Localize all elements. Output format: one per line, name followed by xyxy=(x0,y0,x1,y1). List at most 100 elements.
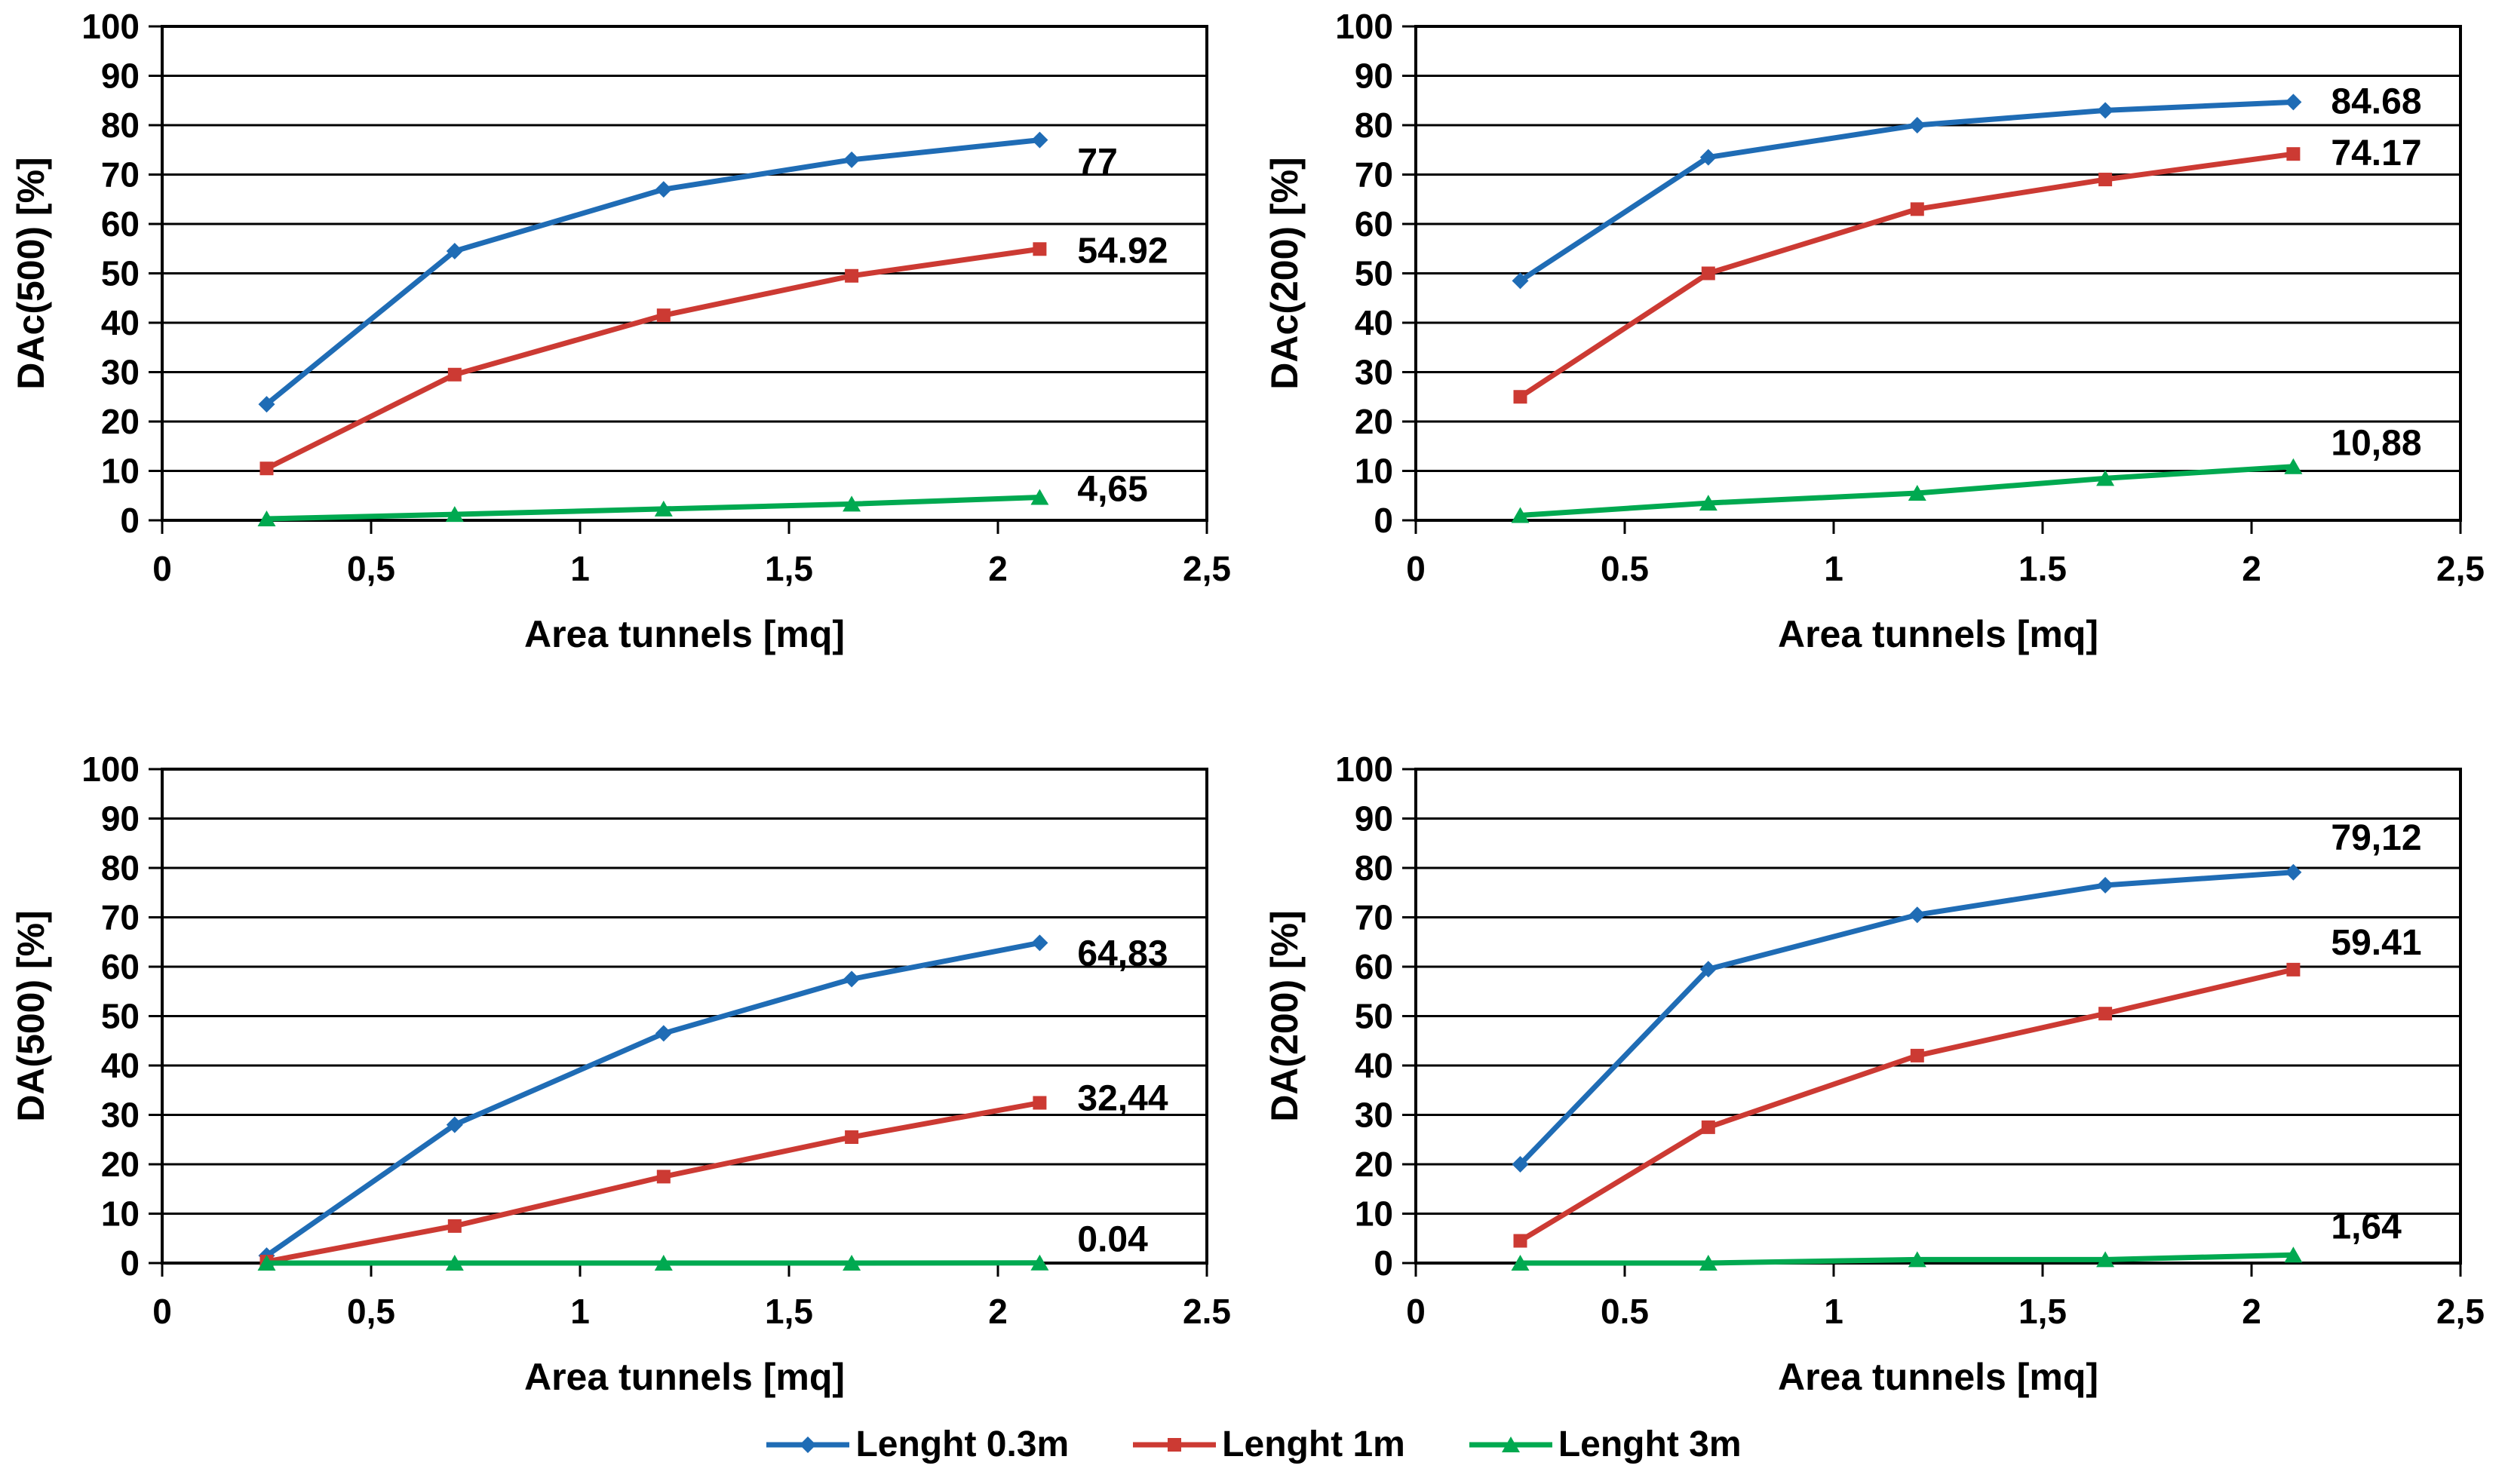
y-axis: 0 10 20 30 40 50 60 70 80 90 100 xyxy=(81,750,162,1283)
marker-diamond xyxy=(800,1436,817,1453)
data-label: 10,88 xyxy=(2331,424,2421,464)
x-tick-label: 2 xyxy=(988,549,1008,588)
marker-triangle xyxy=(2284,1246,2303,1263)
marker-triangle xyxy=(843,495,861,512)
data-label: 77 xyxy=(1077,143,1117,182)
y-tick-label: 70 xyxy=(1355,898,1393,937)
marker-diamond xyxy=(2285,863,2302,881)
marker-square xyxy=(1033,1096,1047,1110)
chart-dac500: 0 10 20 30 40 50 60 70 80 90 100 0 0,5 1 1,5 2 2,5 Area t… xyxy=(10,7,1231,655)
marker-square xyxy=(1168,1438,1182,1452)
marker-square xyxy=(447,1219,462,1233)
y-tick-label: 40 xyxy=(1355,1046,1393,1085)
series-lenght-3m: 10,88 xyxy=(1511,424,2422,523)
series-lenght-0-3m: 84.68 xyxy=(1512,81,2422,290)
series-lenght-1m: 74.17 xyxy=(1513,133,2422,404)
y-axis-title: DA(500) [%] xyxy=(10,910,52,1122)
data-label: 4,65 xyxy=(1077,470,1147,510)
series-lenght-3m: 1,64 xyxy=(1511,1207,2402,1271)
y-tick-label: 80 xyxy=(101,106,140,145)
marker-diamond xyxy=(843,970,861,988)
gridlines xyxy=(162,25,1207,522)
x-tick-label: 0,5 xyxy=(347,1292,395,1331)
y-axis: 0 10 20 30 40 50 60 70 80 90 100 xyxy=(1335,750,1416,1283)
y-tick-label: 30 xyxy=(101,353,140,392)
y-tick-label: 50 xyxy=(101,997,140,1036)
x-tick-label: 1.5 xyxy=(2018,549,2067,588)
x-tick-label: 2 xyxy=(2242,549,2261,588)
x-tick-label: 0 xyxy=(152,549,172,588)
y-tick-label: 40 xyxy=(101,303,140,342)
marker-square xyxy=(1910,1048,1924,1062)
marker-diamond xyxy=(1908,906,1926,924)
y-tick-label: 60 xyxy=(101,947,140,986)
data-label: 32,44 xyxy=(1077,1079,1168,1119)
data-label: 79,12 xyxy=(2331,818,2421,858)
legend-item-lenght-1m: Lenght 1m xyxy=(1133,1427,1405,1463)
marker-diamond xyxy=(446,243,463,260)
marker-diamond xyxy=(1699,149,1717,166)
series-lenght-1m: 32,44 xyxy=(259,1079,1168,1269)
marker-diamond xyxy=(1908,117,1926,133)
legend-item-lenght-3m: Lenght 3m xyxy=(1469,1427,1742,1463)
y-tick-label: 10 xyxy=(101,452,140,491)
x-tick-label: 2.5 xyxy=(1183,1292,1231,1331)
marker-diamond xyxy=(843,151,861,168)
marker-square xyxy=(1701,1120,1715,1134)
y-axis: 0 10 20 30 40 50 60 70 80 90 100 xyxy=(81,7,162,540)
marker-square xyxy=(259,461,274,476)
y-tick-label: 20 xyxy=(101,402,140,441)
x-tick-label: 1 xyxy=(570,549,590,588)
marker-diamond xyxy=(2097,102,2114,119)
chart-cell-da500: 0 10 20 30 40 50 60 70 80 90 100 0 0,5 1 1,5 2 2.5 Area t… xyxy=(0,743,1254,1425)
x-tick-label: 1,5 xyxy=(765,549,813,588)
charts-grid: 0 10 20 30 40 50 60 70 80 90 100 0 0,5 1 1,5 2 2,5 Area t… xyxy=(0,0,2508,1425)
series-lenght-3m: 4,65 xyxy=(257,470,1148,527)
x-tick-label: 1,5 xyxy=(2018,1292,2067,1331)
y-tick-label: 50 xyxy=(1355,997,1393,1036)
marker-triangle xyxy=(1030,1254,1049,1271)
y-tick-label: 30 xyxy=(101,1096,140,1135)
legend-label: Lenght 0.3m xyxy=(855,1424,1070,1464)
marker-triangle xyxy=(843,1255,861,1271)
marker-square xyxy=(447,367,462,382)
chart-cell-dac200: 0 10 20 30 40 50 60 70 80 90 100 0 0.5 1 1.5 2 2,5 Area t… xyxy=(1254,0,2508,743)
y-tick-label: 60 xyxy=(101,204,140,244)
y-tick-label: 90 xyxy=(101,799,140,839)
y-tick-label: 0 xyxy=(120,1243,140,1283)
x-tick-label: 0 xyxy=(152,1292,172,1331)
marker-triangle xyxy=(1030,489,1049,505)
series-line xyxy=(264,940,1042,1259)
y-axis: 0 10 20 30 40 50 60 70 80 90 100 xyxy=(1335,7,1416,540)
marker-square xyxy=(1910,202,1924,216)
series-line xyxy=(1518,151,2296,400)
series-line xyxy=(264,246,1042,471)
y-tick-label: 80 xyxy=(1355,848,1393,888)
y-tick-label: 0 xyxy=(120,501,140,540)
x-axis-title: Area tunnels [mq] xyxy=(524,1356,845,1398)
y-tick-label: 0 xyxy=(1374,501,1393,540)
x-axis-title: Area tunnels [mq] xyxy=(1778,613,2098,655)
marker-triangle xyxy=(1699,495,1718,511)
marker-diamond xyxy=(1031,131,1048,149)
y-tick-label: 60 xyxy=(1355,204,1393,244)
marker-triangle xyxy=(445,1255,464,1271)
legend-item-lenght-0-3m: Lenght 0.3m xyxy=(766,1427,1069,1463)
y-tick-label: 50 xyxy=(1355,254,1393,293)
data-label: 84.68 xyxy=(2331,81,2421,121)
x-tick-label: 2,5 xyxy=(2436,549,2485,588)
series-line xyxy=(264,495,1042,522)
marker-square xyxy=(1033,242,1047,256)
marker-square xyxy=(845,1130,859,1144)
y-tick-label: 20 xyxy=(101,1145,140,1184)
marker-diamond xyxy=(1699,961,1717,978)
y-tick-label: 60 xyxy=(1355,947,1393,986)
chart-legend: Lenght 0.3m Lenght 1m Lenght 3m xyxy=(0,1425,2508,1484)
marker-diamond xyxy=(655,181,672,198)
marker-diamond xyxy=(446,1116,463,1133)
series-line xyxy=(1518,99,2296,284)
marker-triangle xyxy=(1501,1436,1520,1452)
marker-diamond xyxy=(1031,934,1048,952)
chart-da500: 0 10 20 30 40 50 60 70 80 90 100 0 0,5 1 1,5 2 2.5 Area t… xyxy=(10,750,1231,1398)
x-axis: 0 0,5 1 1,5 2 2,5 xyxy=(152,520,1231,588)
